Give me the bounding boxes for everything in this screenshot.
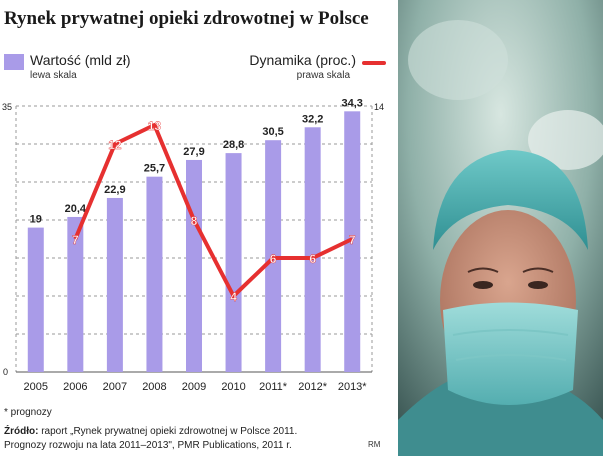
bar bbox=[67, 216, 84, 372]
bar-value-label: 32,2 bbox=[302, 113, 323, 125]
x-tick-label: 2012* bbox=[298, 381, 327, 393]
combo-chart: 35 0 14 19 20,4 22,9 25,7 27,9 28,8 30,5 32,2 34,3 2… bbox=[2, 97, 384, 393]
bar bbox=[344, 111, 361, 372]
bar-value-label: 34,3 bbox=[342, 97, 363, 109]
bar bbox=[304, 127, 321, 372]
legend-line-label: Dynamika (proc.) bbox=[249, 52, 356, 68]
bar-value-label: 22,9 bbox=[104, 184, 125, 196]
left-axis-tick-zero: 0 bbox=[3, 367, 8, 377]
line-point-label: 7 bbox=[349, 233, 356, 247]
bar bbox=[146, 176, 163, 372]
bar-value-label: 25,7 bbox=[144, 163, 165, 175]
legend-bar-swatch bbox=[4, 54, 24, 70]
bar bbox=[225, 153, 242, 372]
legend-bar-scale: lewa skala bbox=[30, 70, 77, 81]
footnote: * prognozy bbox=[4, 407, 52, 418]
source-note: Źródło: raport „Rynek prywatnej opieki z… bbox=[4, 425, 297, 453]
x-tick-label: 2010 bbox=[221, 381, 245, 393]
line-point-label: 6 bbox=[309, 252, 316, 266]
x-tick-label: 2005 bbox=[24, 381, 48, 393]
right-axis-tick-max: 14 bbox=[374, 102, 384, 112]
bar-value-label: 20,4 bbox=[65, 203, 87, 215]
x-tick-label: 2009 bbox=[182, 381, 206, 393]
bar-value-label: 30,5 bbox=[262, 126, 283, 138]
line-point-label: 8 bbox=[191, 214, 198, 228]
chart-panel: Rynek prywatnej opieki zdrowotnej w Pols… bbox=[2, 8, 386, 453]
legend-line-swatch bbox=[362, 61, 386, 65]
legend-bar-label: Wartość (mld zł) bbox=[30, 52, 131, 68]
bar-value-label: 27,9 bbox=[183, 146, 204, 158]
credit: RM bbox=[368, 440, 381, 449]
legend-line: Dynamika (proc.) prawa skala bbox=[236, 52, 386, 86]
x-tick-label: 2008 bbox=[142, 381, 166, 393]
line-point-label: 7 bbox=[72, 233, 79, 247]
left-axis-tick-max: 35 bbox=[2, 102, 12, 112]
line-point-label: 12 bbox=[108, 138, 122, 152]
line-series bbox=[73, 123, 354, 298]
bar-value-label: 28,8 bbox=[223, 139, 244, 151]
chart-title: Rynek prywatnej opieki zdrowotnej w Pols… bbox=[4, 8, 369, 29]
source-label: Źródło: bbox=[4, 426, 39, 437]
bar bbox=[186, 159, 202, 372]
line-point-label: 13 bbox=[148, 119, 162, 133]
x-tick-label: 2013* bbox=[338, 381, 367, 393]
line-point-label: 6 bbox=[270, 252, 277, 266]
surgeon-illustration bbox=[398, 0, 603, 456]
x-tick-label: 2006 bbox=[63, 381, 87, 393]
bar bbox=[27, 227, 44, 372]
line-point-label: 4 bbox=[230, 290, 237, 304]
source-line-2: Prognozy rozwoju na lata 2011–2013", PMR… bbox=[4, 440, 292, 451]
bar-value-label: 19 bbox=[30, 214, 42, 226]
legend-line-scale: prawa skala bbox=[296, 70, 350, 81]
bar bbox=[106, 197, 123, 372]
x-tick-label: 2007 bbox=[103, 381, 127, 393]
surgeon-photo bbox=[398, 0, 603, 456]
x-tick-label: 2011* bbox=[259, 381, 288, 393]
source-line-1: raport „Rynek prywatnej opieki zdrowotne… bbox=[38, 426, 298, 437]
